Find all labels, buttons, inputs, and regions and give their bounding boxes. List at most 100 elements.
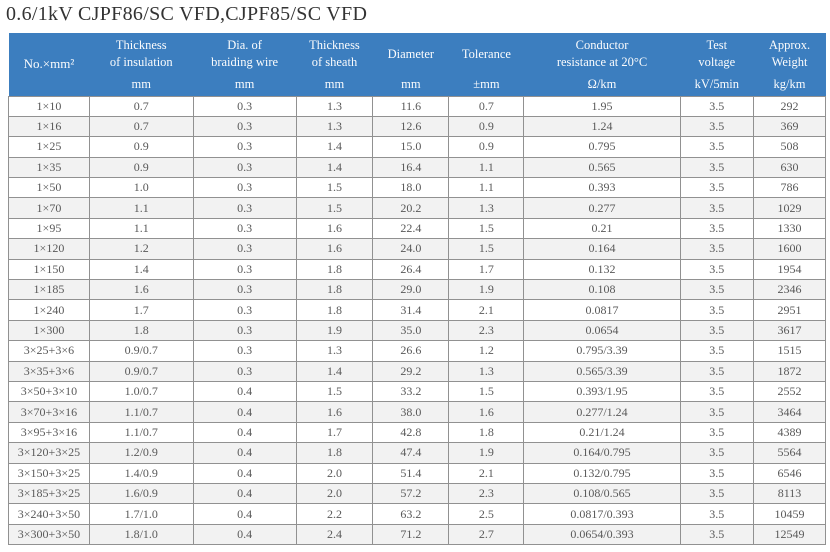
table-row: 1×300 1.8 0.3 1.9 35.0 2.3 0.0654 3.5 3617: [8, 319, 826, 342]
table-cell: 0.4: [192, 523, 297, 546]
table-cell: 1.95: [523, 95, 681, 117]
table-cell: 1.8: [295, 299, 374, 321]
table-cell: 1.4: [295, 360, 374, 382]
table-cell: 3.5: [679, 380, 755, 403]
table-cell: 1.1/0.7: [88, 421, 194, 444]
table-cell: 0.565: [523, 156, 681, 179]
table-cell: 3×25+3×6: [8, 340, 90, 362]
table-cell: 786: [753, 177, 826, 199]
table-cell: 2.1: [448, 462, 525, 484]
table-cell: 1.3: [295, 115, 374, 138]
table-cell: 3.5: [679, 217, 755, 240]
table-row: 3×50+3×10 1.0/0.7 0.4 1.5 33.2 1.5 0.393/1.95 3…: [8, 380, 826, 403]
table-cell: 0.108: [523, 279, 681, 301]
table-cell: 2346: [753, 279, 826, 301]
table-cell: 1×120: [8, 238, 90, 260]
table-cell: 369: [753, 115, 826, 138]
table-cell: 0.164/0.795: [523, 442, 681, 464]
table-cell: 0.7: [88, 95, 194, 117]
table-row: 3×150+3×25 1.4/0.9 0.4 2.0 51.4 2.1 0.132/0.79…: [8, 462, 826, 484]
table-cell: 3.5: [679, 115, 755, 138]
table-row: 1×10 0.7 0.3 1.3 11.6 0.7 1.95 3.5 292: [8, 95, 826, 117]
table-row: 1×95 1.1 0.3 1.6 22.4 1.5 0.21 3.5 1330: [8, 217, 826, 240]
table-cell: 38.0: [372, 401, 450, 423]
column-unit-1: mm: [89, 75, 194, 96]
table-cell: 1.4/0.9: [88, 462, 194, 484]
table-cell: 1.5: [448, 380, 525, 403]
column-header-3: Thickness of sheath: [296, 33, 373, 75]
table-cell: 26.6: [372, 340, 450, 362]
table-cell: 3.5: [679, 156, 755, 179]
table-row: 3×35+3×6 0.9/0.7 0.3 1.4 29.2 1.3 0.565/3.39 3.…: [8, 360, 826, 382]
table-cell: 3.5: [679, 442, 755, 464]
table-cell: 1.6: [295, 401, 374, 423]
table-cell: 0.795: [523, 136, 681, 158]
table-cell: 1954: [753, 258, 826, 281]
table-cell: 3.5: [679, 421, 755, 444]
table-cell: 1.9: [295, 319, 374, 342]
table-cell: 1×70: [8, 197, 90, 219]
table-cell: 0.3: [192, 115, 297, 138]
table-cell: 0.277/1.24: [523, 401, 681, 423]
table-cell: 1.8/1.0: [88, 523, 194, 546]
table-cell: 1.6: [88, 279, 194, 301]
table-cell: 1.1: [448, 156, 525, 179]
table-cell: 71.2: [372, 523, 450, 546]
table-cell: 29.2: [372, 360, 450, 382]
table-cell: 0.3: [192, 136, 297, 158]
table-cell: 1.1: [448, 177, 525, 199]
table-cell: 3×95+3×16: [8, 421, 90, 444]
table-row: 3×95+3×16 1.1/0.7 0.4 1.7 42.8 1.8 0.21/1.24 3.…: [8, 421, 826, 444]
table-cell: 0.132/0.795: [523, 462, 681, 484]
column-header-4: Diameter: [372, 33, 449, 75]
table-cell: 0.0654: [523, 319, 681, 342]
table-cell: 3.5: [679, 401, 755, 423]
table-cell: 3×185+3×25: [8, 482, 90, 505]
table-cell: 1.3: [295, 95, 374, 117]
table-cell: 1.1: [88, 217, 194, 240]
table-cell: 1×35: [8, 156, 90, 179]
table-cell: 2.2: [295, 503, 374, 525]
column-header-2: Dia. of braiding wire: [193, 33, 297, 75]
table-cell: 0.9: [448, 115, 525, 138]
column-unit-7: kV/5min: [680, 75, 754, 96]
table-cell: 3.5: [679, 523, 755, 546]
table-cell: 3464: [753, 401, 826, 423]
column-header-7: Test voltage: [680, 33, 754, 75]
table-cell: 42.8: [372, 421, 450, 444]
table-cell: 2.7: [448, 523, 525, 546]
table-cell: 0.132: [523, 258, 681, 281]
table-cell: 1.9: [448, 279, 525, 301]
table-cell: 1.4: [295, 136, 374, 158]
table-cell: 10459: [753, 503, 826, 525]
table-cell: 0.9/0.7: [88, 360, 194, 382]
table-cell: 1×95: [8, 217, 90, 240]
column-header-8: Approx. Weight: [753, 33, 826, 75]
table-cell: 1.5: [295, 380, 374, 403]
column-header-0: No.×mm²: [8, 33, 90, 96]
table-cell: 2.0: [295, 462, 374, 484]
table-cell: 1.6: [295, 217, 374, 240]
table-cell: 0.3: [192, 197, 297, 219]
table-cell: 3.5: [679, 258, 755, 281]
table-cell: 5564: [753, 442, 826, 464]
table-cell: 11.6: [372, 95, 450, 117]
table-cell: 3.5: [679, 238, 755, 260]
table-cell: 0.3: [192, 360, 297, 382]
column-header-5: Tolerance: [448, 33, 524, 75]
table-cell: 3.5: [679, 462, 755, 484]
table-cell: 6546: [753, 462, 826, 484]
table-cell: 2.1: [448, 299, 525, 321]
table-cell: 29.0: [372, 279, 450, 301]
table-cell: 1.6/0.9: [88, 482, 194, 505]
spec-table: No.×mm² Thickness of insulation Dia. of br…: [8, 33, 826, 546]
table-cell: 2552: [753, 380, 826, 403]
table-cell: 1.5: [448, 217, 525, 240]
column-unit-4: mm: [372, 75, 449, 96]
table-row: 3×240+3×50 1.7/1.0 0.4 2.2 63.2 2.5 0.0817/0.3…: [8, 503, 826, 525]
table-cell: 63.2: [372, 503, 450, 525]
table-row: 3×70+3×16 1.1/0.7 0.4 1.6 38.0 1.6 0.277/1.24 3…: [8, 401, 826, 423]
table-cell: 0.3: [192, 340, 297, 362]
table-cell: 57.2: [372, 482, 450, 505]
table-cell: 31.4: [372, 299, 450, 321]
